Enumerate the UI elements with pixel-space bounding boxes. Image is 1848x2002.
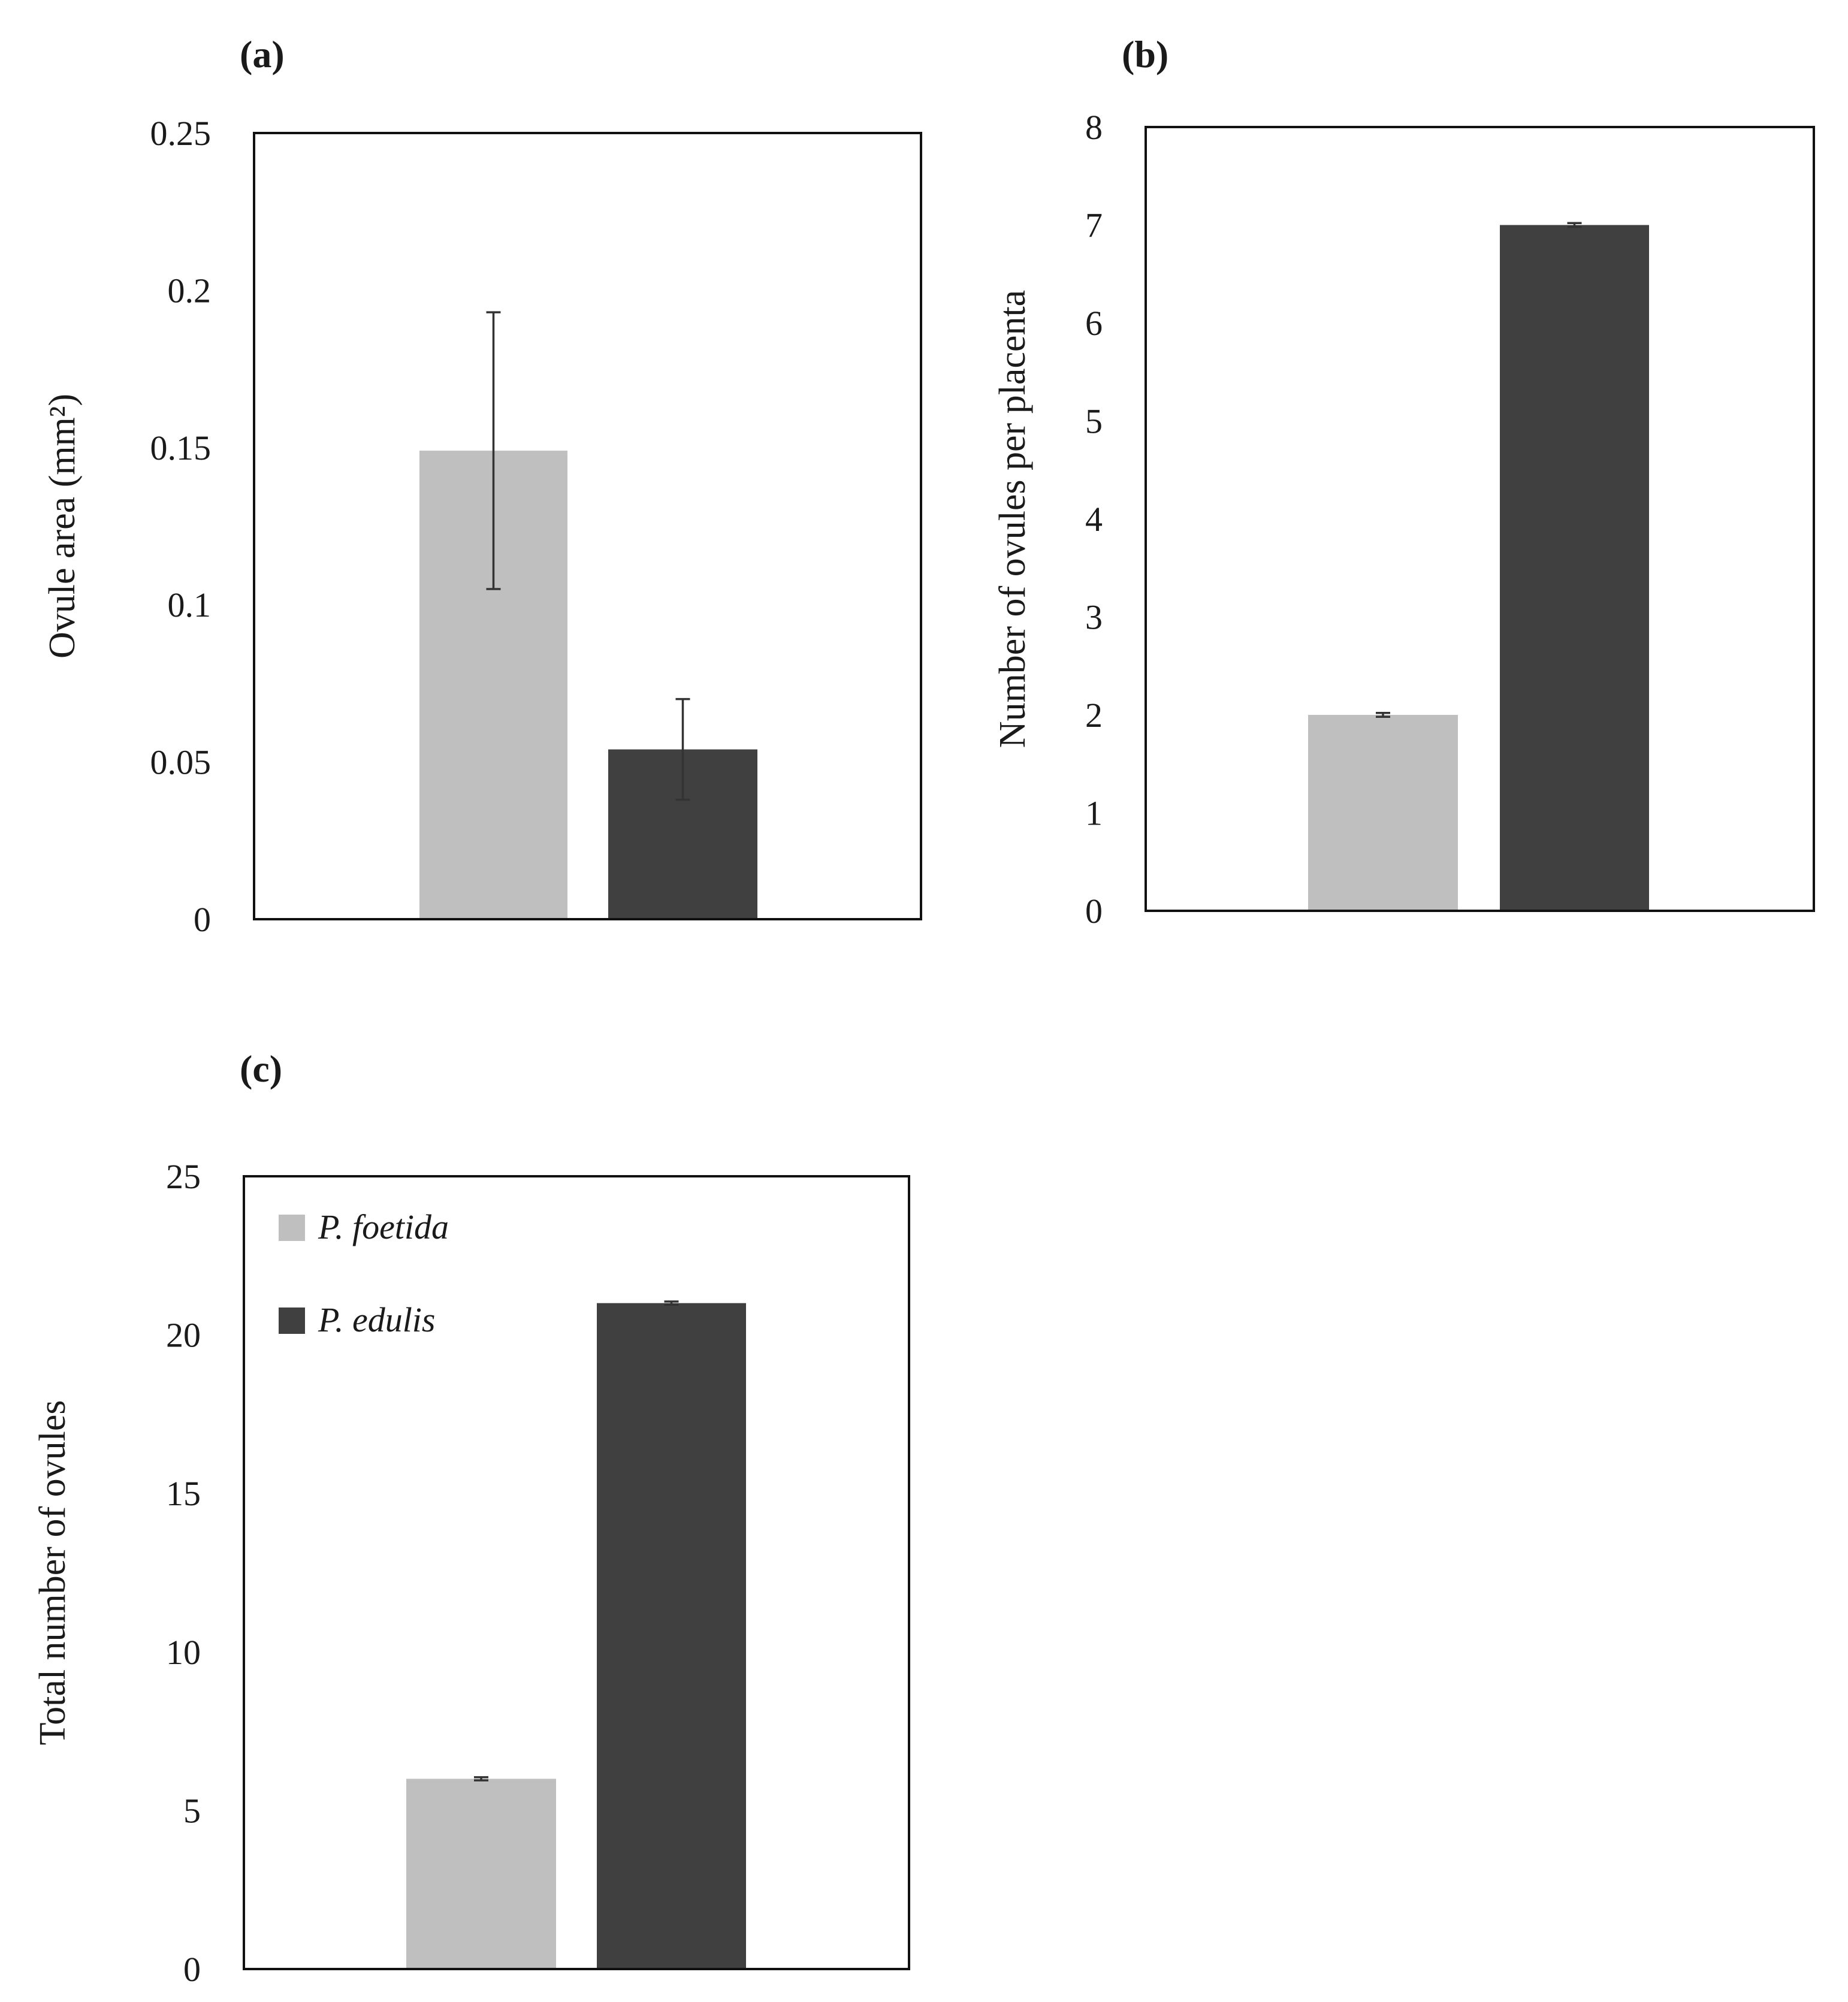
y-tick-label: 0 <box>183 1950 201 1989</box>
error-bar <box>486 311 501 590</box>
panel-label: (a) <box>240 33 285 76</box>
y-tick-label: 20 <box>166 1316 201 1355</box>
bar-p-foetida <box>406 1778 556 1968</box>
bar-p-foetida <box>1308 715 1458 910</box>
y-tick-label: 6 <box>1085 304 1103 343</box>
panel-a: (a) 0 0.05 0.1 0.15 0.2 0.25 Ovule area (mm²) <box>42 33 922 939</box>
y-tick-label: 15 <box>166 1474 201 1513</box>
y-tick-label: 2 <box>1085 696 1103 735</box>
y-tick-label: 0 <box>1085 892 1103 931</box>
y-tick-label: 0.2 <box>168 271 212 310</box>
y-tick-label: 0.15 <box>150 428 212 467</box>
y-tick-label: 0.05 <box>150 743 212 782</box>
y-axis-label: Total number of ovules <box>32 1400 73 1746</box>
legend-label: P. foetida <box>318 1207 449 1246</box>
panel-label: (c) <box>240 1047 282 1090</box>
error-bar <box>1567 222 1582 228</box>
y-tick-label: 7 <box>1085 206 1103 245</box>
y-tick-label: 1 <box>1085 794 1103 833</box>
y-tick-label: 0.25 <box>150 114 212 153</box>
y-axis-label: Ovule area (mm²) <box>42 394 83 659</box>
y-tick-label: 8 <box>1085 108 1103 147</box>
error-bar <box>664 1300 679 1306</box>
y-tick-label: 0.1 <box>168 585 212 624</box>
y-tick-label: 3 <box>1085 598 1103 637</box>
legend-label: P. edulis <box>318 1300 436 1339</box>
y-tick-label: 5 <box>183 1791 201 1830</box>
panel-label: (b) <box>1122 33 1168 76</box>
bar-p-edulis <box>597 1303 746 1968</box>
plot-frame <box>243 1175 910 1970</box>
panel-b: (b) 0 1 2 3 4 5 6 7 8 Number of ovules per placent… <box>992 33 1815 931</box>
bar-p-edulis <box>1500 225 1649 910</box>
plot-frame <box>253 132 922 920</box>
y-tick-label: 4 <box>1085 500 1103 539</box>
legend-swatch <box>279 1215 305 1241</box>
error-bar <box>675 697 690 801</box>
error-bar <box>474 1776 488 1781</box>
y-tick-label: 5 <box>1085 402 1103 441</box>
error-bar <box>1376 711 1390 718</box>
y-tick-label: 25 <box>166 1157 201 1196</box>
panel-c: (c) 0 5 10 15 20 25 Total number of ovules P. fo… <box>32 1047 910 1989</box>
plot-frame <box>1145 126 1815 912</box>
y-axis-label: Number of ovules per placenta <box>992 290 1033 748</box>
legend-swatch <box>279 1308 305 1334</box>
y-tick-label: 10 <box>166 1633 201 1672</box>
y-tick-label: 0 <box>194 900 211 939</box>
